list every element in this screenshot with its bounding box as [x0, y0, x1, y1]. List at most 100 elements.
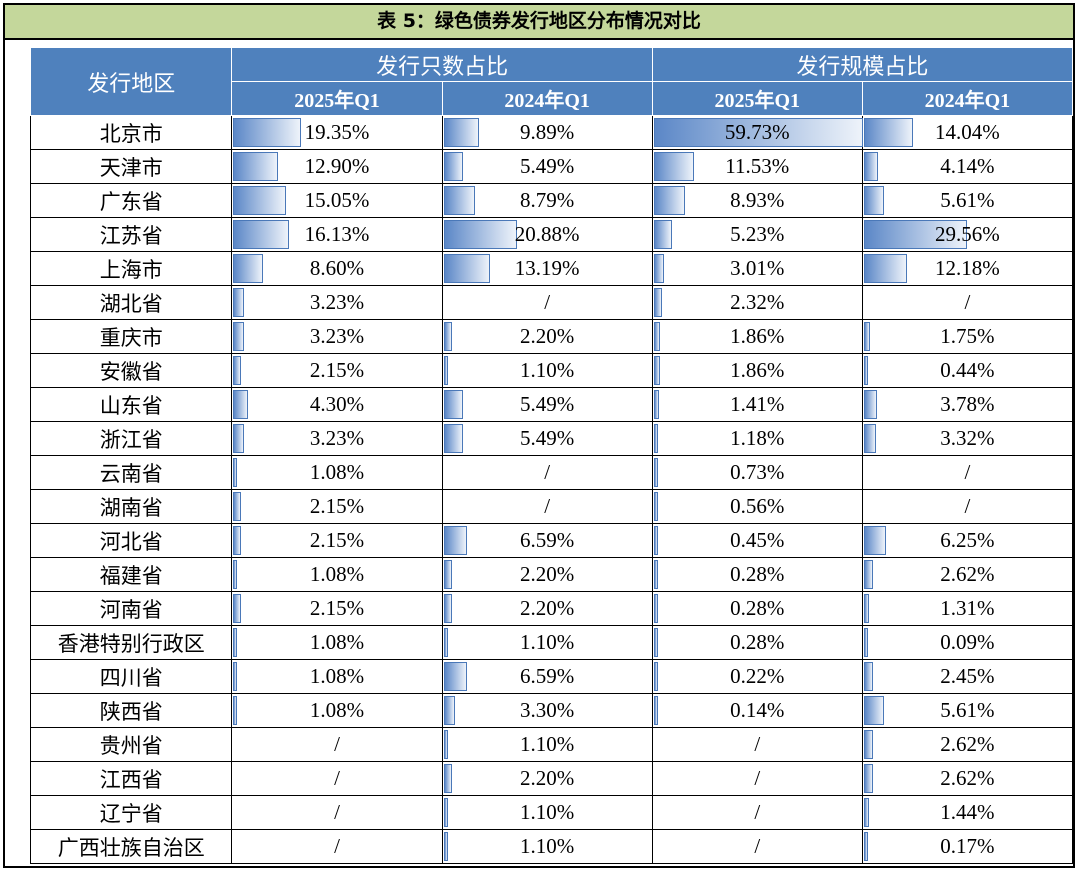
data-bar [443, 118, 479, 147]
data-bar [863, 390, 877, 419]
table-row: 河北省 2.15% 6.59% 0.45% 6.25% [29, 523, 1074, 558]
value-cell: 1.08% [231, 693, 443, 728]
value-text: / [964, 494, 971, 518]
value-cell: / [861, 455, 1074, 490]
data-bar [653, 288, 662, 317]
value-text: 2.20% [520, 324, 575, 348]
value-cell: 2.62% [861, 557, 1074, 592]
value-text: / [754, 800, 761, 824]
header-year: 2024年Q1 [861, 81, 1074, 116]
data-bar [653, 390, 659, 419]
table-row: 贵州省 / 1.10% / 2.62% [29, 727, 1074, 762]
region-name: 贵州省 [29, 727, 233, 762]
value-cell: / [231, 727, 443, 762]
value-cell: 2.20% [441, 319, 653, 354]
header-year: 2024年Q1 [441, 81, 653, 116]
region-name: 湖南省 [29, 489, 233, 524]
value-cell: 3.32% [861, 421, 1074, 456]
value-cell: 2.20% [441, 761, 653, 796]
value-cell: 6.59% [441, 659, 653, 694]
value-cell: 0.28% [651, 557, 863, 592]
data-bar [233, 254, 264, 283]
value-cell: 1.86% [651, 353, 863, 388]
value-cell: 1.31% [861, 591, 1074, 626]
value-text: 8.93% [730, 188, 785, 212]
table-row: 陕西省 1.08% 3.30% 0.14% 5.61% [29, 693, 1074, 728]
data-bar [863, 186, 884, 215]
value-cell: 11.53% [651, 149, 863, 184]
data-bar [863, 560, 873, 589]
data-bar [653, 220, 672, 249]
value-cell: 0.14% [651, 693, 863, 728]
data-bar [653, 322, 660, 351]
data-bar [233, 458, 238, 487]
value-text: 3.23% [309, 324, 365, 348]
value-cell: / [861, 285, 1074, 320]
region-name: 湖北省 [29, 285, 233, 320]
data-bar [443, 662, 467, 691]
region-name: 陕西省 [29, 693, 233, 728]
value-cell: / [861, 489, 1074, 524]
value-cell: 2.15% [231, 353, 443, 388]
table-row: 北京市 19.35% 9.89% 59.73% 14.04% [29, 115, 1074, 150]
table-row: 江西省 / 2.20% / 2.62% [29, 761, 1074, 796]
value-text: 1.10% [520, 630, 575, 654]
value-text: 2.62% [940, 766, 995, 790]
value-cell: 1.18% [651, 421, 863, 456]
header-group-count: 发行只数占比 [231, 47, 653, 82]
value-cell: 16.13% [231, 217, 443, 252]
table-row: 福建省 1.08% 2.20% 0.28% 2.62% [29, 557, 1074, 592]
value-cell: 3.78% [861, 387, 1074, 422]
value-text: 0.22% [730, 664, 785, 688]
value-text: 12.90% [304, 154, 370, 178]
value-text: 1.10% [520, 800, 575, 824]
value-cell: 2.15% [231, 591, 443, 626]
value-text: / [544, 460, 551, 484]
value-text: 2.15% [309, 358, 365, 382]
value-text: 3.30% [520, 698, 575, 722]
value-text: 8.79% [520, 188, 575, 212]
region-distribution-table: 发行地区 发行只数占比 发行规模占比 2025年Q1 2024年Q1 2025年… [29, 47, 1074, 864]
value-cell: / [441, 489, 653, 524]
data-bar [863, 220, 967, 249]
value-text: 9.89% [520, 120, 575, 144]
value-cell: 29.56% [861, 217, 1074, 252]
header-year: 2025年Q1 [231, 81, 443, 116]
value-cell: 2.15% [231, 523, 443, 558]
value-cell: 13.19% [441, 251, 653, 286]
data-bar [233, 696, 238, 725]
value-text: 1.10% [520, 358, 575, 382]
value-text: 1.08% [309, 698, 365, 722]
data-bar [863, 526, 886, 555]
data-bar [653, 594, 658, 623]
value-text: 29.56% [935, 222, 1000, 246]
value-cell: 8.93% [651, 183, 863, 218]
data-bar [233, 186, 287, 215]
value-cell: 1.75% [861, 319, 1074, 354]
value-text: 0.14% [730, 698, 785, 722]
value-cell: 1.10% [441, 795, 653, 830]
value-text: 3.01% [730, 256, 785, 280]
value-cell: 5.49% [441, 387, 653, 422]
value-cell: 20.88% [441, 217, 653, 252]
value-text: 20.88% [514, 222, 580, 246]
value-text: 1.08% [309, 460, 365, 484]
value-cell: 2.20% [441, 591, 653, 626]
value-text: 0.56% [730, 494, 785, 518]
value-text: 0.44% [940, 358, 995, 382]
value-text: 1.31% [940, 596, 995, 620]
value-text: 6.59% [520, 664, 575, 688]
value-cell: / [441, 455, 653, 490]
region-name: 山东省 [29, 387, 233, 422]
value-cell: 1.41% [651, 387, 863, 422]
value-cell: 1.44% [861, 795, 1074, 830]
region-name: 广西壮族自治区 [29, 829, 233, 864]
data-bar [863, 424, 876, 453]
value-cell: 1.08% [231, 557, 443, 592]
value-cell: 5.49% [441, 421, 653, 456]
value-text: 2.62% [940, 562, 995, 586]
data-bar [653, 118, 863, 147]
value-text: 0.73% [730, 460, 785, 484]
region-name: 上海市 [29, 251, 233, 286]
value-text: 1.10% [520, 732, 575, 756]
